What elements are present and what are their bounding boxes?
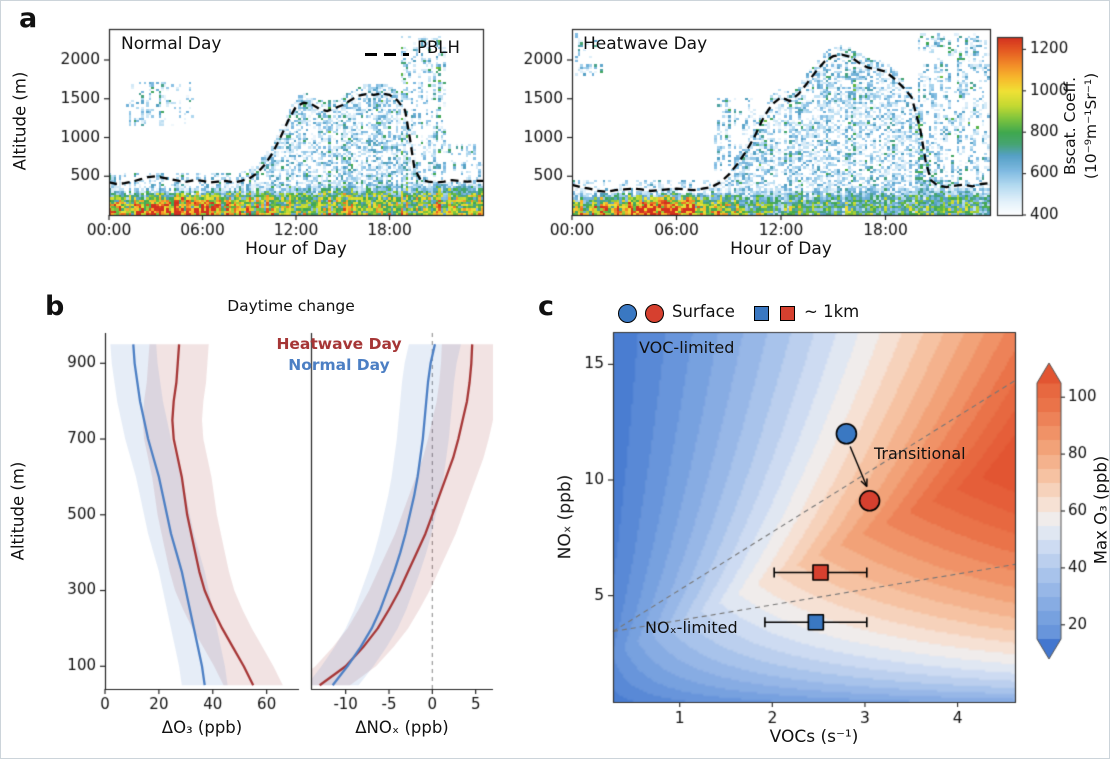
legend-1km-heatwave-marker	[780, 306, 795, 321]
legend-surface-normal-marker	[618, 304, 637, 323]
pblh-dash-icon	[365, 53, 409, 56]
voc-limited-label: VOC-limited	[639, 338, 735, 357]
panel-a-label: a	[19, 3, 38, 34]
bscat-colorbar-units: (10⁻⁹m⁻¹Sr⁻¹)	[1082, 72, 1101, 180]
altitude-axis-label-b: Altitude (m)	[8, 461, 28, 561]
legend-1km-label: ~ 1km	[804, 302, 860, 321]
hour-of-day-label-right: Hour of Day	[730, 239, 832, 259]
legend-normal-label: Normal Day	[288, 356, 390, 374]
delta-nox-axis-label: ΔNOₓ (ppb)	[355, 718, 449, 737]
bscat-colorbar-title: Bscat. Coeff.	[1061, 76, 1080, 176]
nox-limited-label: NOₓ-limited	[645, 618, 738, 637]
panel-c-label: c	[538, 291, 555, 322]
delta-o3-axis-label: ΔO₃ (ppb)	[161, 718, 243, 737]
heatwave-day-title: Heatwave Day	[583, 34, 708, 54]
daytime-change-title: Daytime change	[227, 297, 355, 315]
pblh-legend-label: PBLH	[417, 38, 460, 57]
vocs-axis-label: VOCs (s⁻¹)	[769, 727, 859, 747]
normal-day-title: Normal Day	[121, 34, 222, 54]
panel-b-label: b	[45, 291, 65, 322]
hour-of-day-label-left: Hour of Day	[245, 239, 347, 259]
legend-surface-heatwave-marker	[645, 304, 664, 323]
legend-surface-label: Surface	[672, 302, 735, 321]
nox-axis-label: NOₓ (ppb)	[555, 474, 576, 560]
legend-heatwave-label: Heatwave Day	[276, 335, 402, 353]
legend-1km-normal-marker	[754, 306, 769, 321]
transitional-label: Transitional	[874, 444, 966, 463]
altitude-axis-label-a: Altitude (m)	[10, 71, 30, 171]
max-o3-colorbar-label: Max O₃ (ppb)	[1091, 455, 1110, 565]
